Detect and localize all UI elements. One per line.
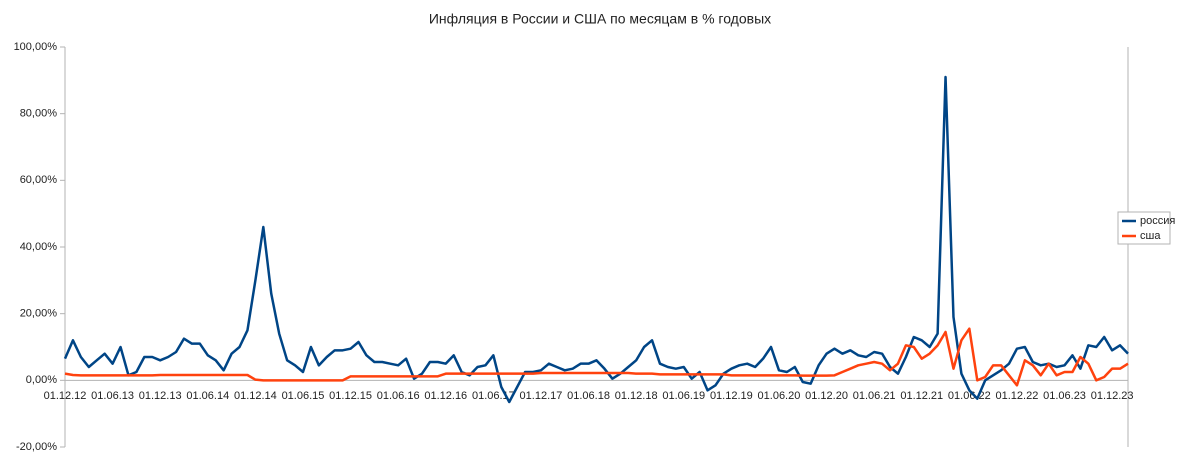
y-tick-label: 100,00% (14, 41, 58, 53)
legend-box (1117, 211, 1171, 245)
y-tick-label: 80,00% (20, 108, 58, 120)
x-tick-label: 01.06.18 (567, 390, 610, 402)
x-tick-label: 01.12.14 (234, 390, 277, 402)
x-tick-label: 01.06.21 (853, 390, 896, 402)
x-tick-label: 01.06.13 (91, 390, 134, 402)
x-tick-label: 01.12.23 (1091, 390, 1134, 402)
x-tick-label: 01.12.18 (615, 390, 658, 402)
y-tick-label: 60,00% (20, 174, 58, 186)
x-tick-label: 01.12.17 (520, 390, 563, 402)
x-tick-label: 01.12.21 (900, 390, 943, 402)
x-tick-label: 01.12.19 (710, 390, 753, 402)
x-tick-label: 01.06.23 (1043, 390, 1086, 402)
chart-title: Инфляция в России и США по месяцам в % г… (429, 11, 771, 27)
x-tick-label: 01.06.20 (758, 390, 801, 402)
x-tick-label: 01.12.20 (805, 390, 848, 402)
x-tick-label: 01.12.22 (996, 390, 1039, 402)
x-tick-label: 01.12.12 (44, 390, 87, 402)
series-line (64, 327, 1129, 387)
x-tick-label: 01.12.13 (139, 390, 182, 402)
y-tick-label: -20,00% (16, 441, 57, 453)
x-tick-label: 01.06.15 (282, 390, 325, 402)
y-tick-label: 20,00% (20, 308, 58, 320)
x-tick-label: 01.06.16 (377, 390, 420, 402)
y-tick-label: 0,00% (26, 374, 57, 386)
x-tick-label: 01.12.16 (424, 390, 467, 402)
x-tick-label: 01.06.19 (662, 390, 705, 402)
y-tick-label: 40,00% (20, 241, 58, 253)
x-tick-label: 01.12.15 (329, 390, 372, 402)
legend-label: россия (1140, 215, 1175, 227)
legend-label: сша (1140, 230, 1161, 242)
series-line (63, 75, 1129, 404)
x-tick-label: 01.06.14 (186, 390, 229, 402)
